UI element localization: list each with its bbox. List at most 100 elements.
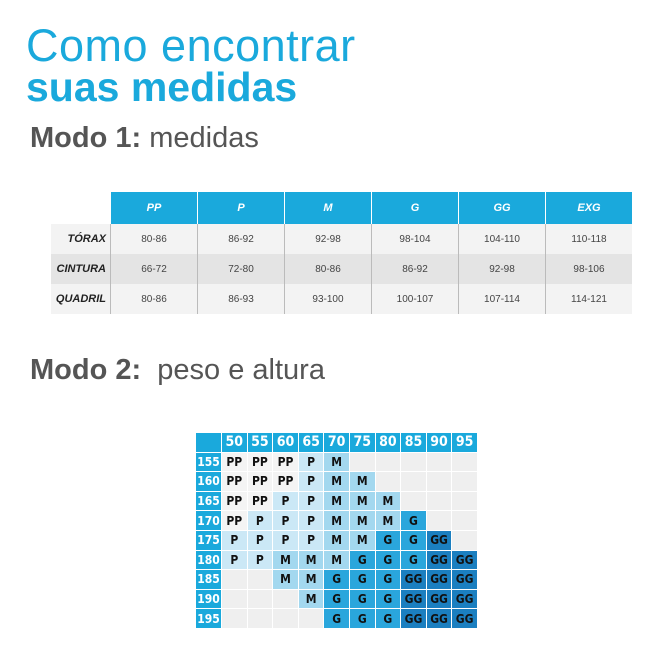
weight-height-table: 50 55 60 65 70 75 80 85 90 95 155 PP PP PP P M 160 PP PP PP… bbox=[196, 433, 477, 628]
size-cell bbox=[426, 491, 452, 511]
size-cell: GG bbox=[452, 570, 477, 589]
measure-cell: 100-107 bbox=[371, 284, 459, 314]
size-cell: P bbox=[247, 511, 273, 530]
size-cell: P bbox=[273, 530, 298, 550]
size-cell: P bbox=[298, 511, 324, 530]
size-cell bbox=[247, 570, 273, 589]
size-cell bbox=[273, 609, 298, 628]
size-cell: P bbox=[298, 472, 324, 491]
size-cell: M bbox=[349, 472, 375, 491]
weight-header: 50 bbox=[222, 433, 247, 452]
size-header: G bbox=[371, 192, 459, 224]
size-cell: GG bbox=[401, 570, 426, 589]
weight-header: 55 bbox=[247, 433, 273, 452]
size-cell: G bbox=[324, 589, 349, 609]
size-cell: G bbox=[349, 550, 375, 570]
height-header: 195 bbox=[196, 609, 221, 628]
size-cell: G bbox=[349, 570, 375, 589]
size-cell: PP bbox=[273, 472, 298, 491]
size-cell: P bbox=[247, 530, 273, 550]
weight-header: 65 bbox=[298, 433, 324, 452]
measure-cell: 110-118 bbox=[545, 224, 632, 254]
size-cell: M bbox=[298, 570, 324, 589]
height-header: 160 bbox=[196, 472, 221, 491]
size-cell: P bbox=[298, 452, 324, 472]
size-cell: PP bbox=[247, 491, 273, 511]
size-cell bbox=[426, 452, 452, 472]
weight-header: 70 bbox=[324, 433, 349, 452]
height-header: 155 bbox=[196, 452, 221, 472]
height-header: 165 bbox=[196, 491, 221, 511]
measure-cell: 107-114 bbox=[458, 284, 546, 314]
row-label: CINTURA bbox=[50, 254, 111, 284]
size-cell: GG bbox=[426, 589, 452, 609]
mode1-heading: Modo 1: medidas bbox=[30, 122, 259, 155]
size-header: EXG bbox=[545, 192, 632, 224]
size-cell: M bbox=[273, 550, 298, 570]
measure-cell: 80-86 bbox=[110, 284, 198, 314]
size-cell: G bbox=[375, 550, 401, 570]
size-cell: G bbox=[349, 609, 375, 628]
size-cell: GG bbox=[401, 589, 426, 609]
size-cell: M bbox=[349, 530, 375, 550]
size-cell: PP bbox=[247, 452, 273, 472]
size-cell: M bbox=[324, 472, 349, 491]
size-cell bbox=[273, 589, 298, 609]
row-label: QUADRIL bbox=[50, 284, 111, 314]
size-cell bbox=[401, 472, 426, 491]
size-cell bbox=[426, 472, 452, 491]
size-cell: M bbox=[298, 550, 324, 570]
table-row: TÓRAX 80-86 86-92 92-98 98-104 104-110 110-118 bbox=[50, 224, 632, 254]
measure-cell: 66-72 bbox=[110, 254, 198, 284]
measure-cell: 98-106 bbox=[545, 254, 632, 284]
table-row: QUADRIL 80-86 86-93 93-100 100-107 107-114 114… bbox=[50, 284, 632, 314]
size-cell: M bbox=[324, 511, 349, 530]
size-header: GG bbox=[458, 192, 546, 224]
size-cell: PP bbox=[222, 452, 247, 472]
size-cell: G bbox=[324, 570, 349, 589]
measure-cell: 86-92 bbox=[197, 224, 285, 254]
size-cell: P bbox=[298, 491, 324, 511]
measure-cell: 72-80 bbox=[197, 254, 285, 284]
size-cell bbox=[452, 511, 477, 530]
size-cell: M bbox=[349, 511, 375, 530]
size-cell: M bbox=[298, 589, 324, 609]
measure-cell: 80-86 bbox=[110, 224, 198, 254]
size-cell: PP bbox=[273, 452, 298, 472]
mode2-label: Modo 2: bbox=[30, 354, 142, 386]
title-line1: Como encontrar bbox=[26, 20, 356, 71]
size-cell: PP bbox=[222, 472, 247, 491]
size-cell: P bbox=[273, 491, 298, 511]
weight-header: 80 bbox=[375, 433, 401, 452]
size-cell: M bbox=[375, 491, 401, 511]
size-cell: M bbox=[349, 491, 375, 511]
size-cell: PP bbox=[247, 472, 273, 491]
size-cell: G bbox=[375, 530, 401, 550]
size-header: PP bbox=[110, 192, 198, 224]
size-header: P bbox=[197, 192, 285, 224]
blank-header bbox=[50, 192, 111, 224]
size-cell bbox=[222, 589, 247, 609]
size-cell bbox=[452, 472, 477, 491]
height-header: 190 bbox=[196, 589, 221, 609]
size-cell bbox=[452, 491, 477, 511]
weight-header: 90 bbox=[426, 433, 452, 452]
size-cell: M bbox=[324, 452, 349, 472]
size-cell: M bbox=[375, 511, 401, 530]
size-cell bbox=[298, 609, 324, 628]
measure-cell: 114-121 bbox=[545, 284, 632, 314]
height-header: 170 bbox=[196, 511, 221, 530]
weight-header: 75 bbox=[349, 433, 375, 452]
size-cell: M bbox=[324, 491, 349, 511]
weight-header: 95 bbox=[452, 433, 477, 452]
measure-cell: 98-104 bbox=[371, 224, 459, 254]
size-cell: GG bbox=[426, 609, 452, 628]
size-cell: G bbox=[349, 589, 375, 609]
measure-cell: 80-86 bbox=[284, 254, 372, 284]
size-cell: GG bbox=[401, 609, 426, 628]
size-cell bbox=[426, 511, 452, 530]
size-cell bbox=[401, 452, 426, 472]
measure-cell: 93-100 bbox=[284, 284, 372, 314]
mode1-label: Modo 1: bbox=[30, 122, 142, 154]
size-header: M bbox=[284, 192, 372, 224]
